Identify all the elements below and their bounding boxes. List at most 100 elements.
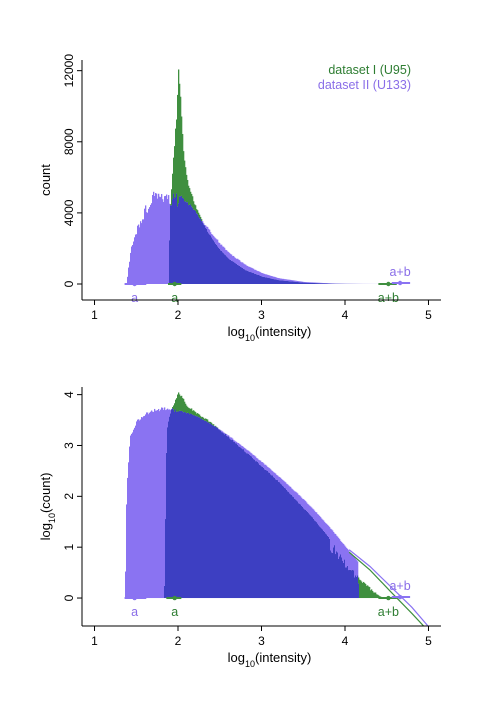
overlap-bar [188,413,190,599]
dataset-ii-bar [247,266,249,271]
overlap-bar [222,432,224,599]
dataset-ii-bar [355,558,357,576]
dataset-i-bar [377,594,379,599]
overlap-bar [326,283,328,284]
dataset-i-bar [363,581,365,599]
dataset-ii-bar [158,408,160,599]
dataset-ii-bar [299,495,301,504]
overlap-bar [246,270,248,284]
overlap-bar [207,231,209,284]
dataset-ii-bar [222,431,224,433]
dataset-ii-bar [165,410,167,520]
dataset-ii-bar [302,498,304,507]
overlap-bar [225,255,227,284]
dataset-i-bar [200,216,202,220]
overlap-bar [298,503,300,599]
dataset-ii-bar [241,445,243,449]
dataset-ii-bar [278,278,280,281]
dataset-ii-bar [309,505,311,515]
dataset-ii-bar [126,504,128,599]
overlap-bar [176,193,178,284]
dataset-ii-bar [236,441,238,444]
overlap-bar [178,203,180,284]
dataset-ii-bar [249,266,251,272]
dataset-ii-bar [136,234,138,284]
dataset-ii-bar [144,208,146,284]
dataset-ii-bar [291,280,293,282]
dataset-ii-bar [257,458,259,462]
overlap-bar [183,412,185,599]
x-tick-label: 5 [425,634,432,648]
dataset-ii-bar [295,280,297,282]
dataset-ii-bar [305,282,307,283]
overlap-bar [312,282,314,284]
dataset-ii-bar [338,537,340,559]
dataset-ii-bar [303,499,305,509]
overlap-bar [291,281,293,284]
dataset-i-bar [378,595,380,599]
dataset-ii-bar [336,535,338,552]
overlap-bar [205,227,207,284]
overlap-bar [241,267,243,284]
overlap-bar [169,240,171,284]
overlap-bar [335,554,337,599]
overlap-bar [184,412,186,599]
overlap-bar [228,258,230,284]
overlap-bar [186,413,188,599]
overlap-bar [278,280,280,284]
dataset-ii-bar [262,273,264,277]
overlap-bar [251,272,253,284]
dataset-i-bar [211,422,213,425]
overlap-bar [192,414,194,599]
dataset-i-bar [181,116,183,196]
overlap-bar [322,529,324,599]
dataset-ii-bar [337,536,339,553]
dataset-ii-bar [236,258,238,264]
dataset-ii-bar [228,252,230,259]
overlap-bar [286,280,288,284]
dataset-ii-bar [326,523,328,535]
dataset-ii-bar [240,261,242,267]
dataset-ii-bar [164,196,166,284]
overlap-bar [180,410,182,599]
dataset-i-bar [179,83,181,197]
dataset-ii-bar [276,277,278,280]
dataset-i-bar [190,191,192,205]
dataset-ii-bar [157,198,159,284]
overlap-bar [290,281,292,284]
overlap-bar [234,262,236,284]
overlap-bar [325,283,327,284]
overlap-bar [244,269,246,284]
overlap-bar [193,415,195,599]
dataset-ii-bar [304,500,306,510]
dataset-ii-bar [145,414,147,599]
dataset-ii-bar [272,276,274,279]
overlap-bar [168,421,170,599]
overlap-bar [181,195,183,284]
dataset-ii-bar [251,267,253,273]
dataset-ii-bar [303,281,305,283]
x-axis-label: log10(intensity) [228,650,312,669]
dataset-i-bar [189,188,191,205]
dataset-ii-bar [280,477,282,484]
dataset-ii-bar [356,560,358,577]
overlap-bar [291,494,293,599]
overlap-bar [339,556,341,599]
dataset-ii-bar [279,477,281,483]
dataset-i-bar [183,398,185,413]
dataset-ii-bar [287,279,289,282]
dataset-ii-bar [206,226,208,229]
overlap-bar [276,279,278,284]
overlap-bar [172,199,174,284]
dataset-i-bar [186,174,188,203]
dataset-i-bar [186,405,188,414]
dataset-ii-bar [323,520,325,531]
dataset-ii-bar [329,527,331,539]
dataset-ii-bar [241,262,243,268]
overlap-bar [227,436,229,599]
x-tick-label: 1 [91,308,98,322]
overlap-bar [265,277,267,284]
overlap-bar [229,438,231,599]
overlap-bar [206,228,208,284]
y-tick-label: 0 [62,280,76,287]
